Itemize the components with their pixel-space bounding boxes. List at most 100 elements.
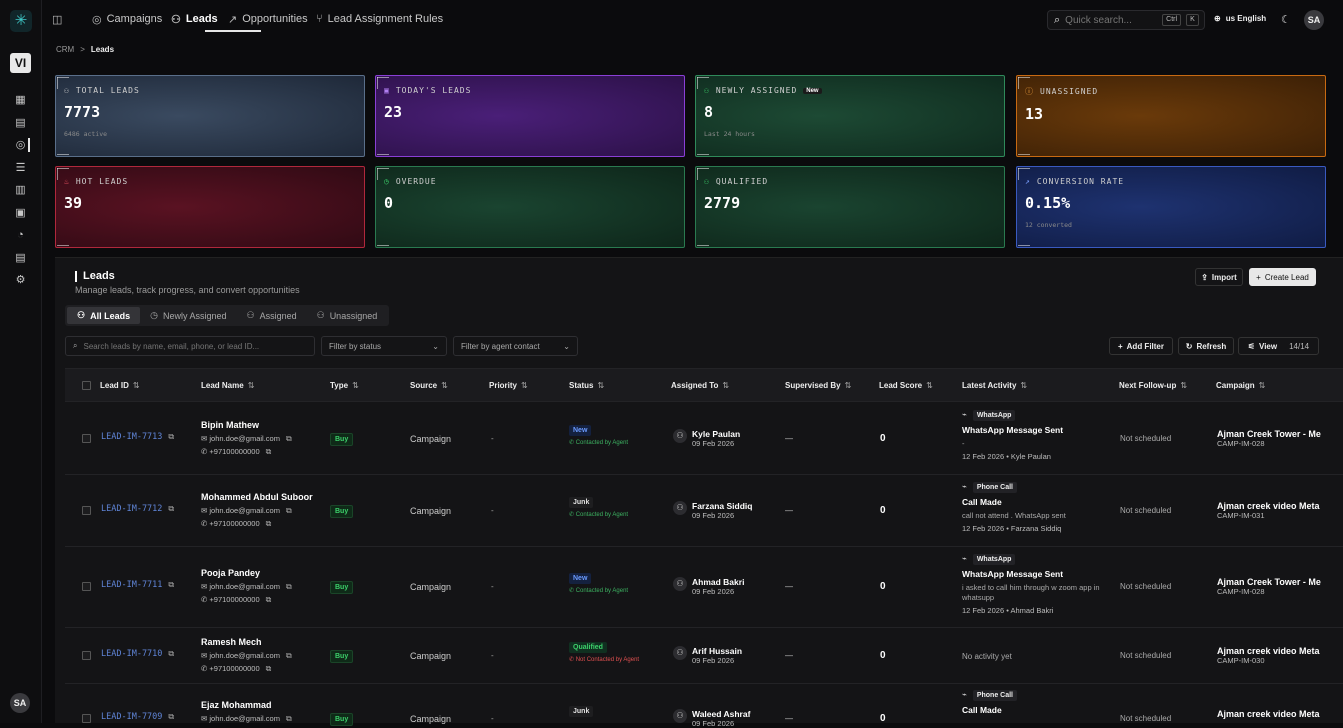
col-campaign[interactable]: Campaign ⇅ bbox=[1216, 381, 1266, 390]
lead-name[interactable]: Ramesh Mech bbox=[201, 637, 262, 647]
calendar-icon[interactable]: ▣ bbox=[15, 207, 26, 219]
copy-icon[interactable]: ⧉ bbox=[265, 595, 272, 604]
document-icon[interactable]: ▥ bbox=[15, 184, 26, 196]
copy-icon[interactable]: ⧉ bbox=[168, 712, 175, 721]
col-lead-score[interactable]: Lead Score ⇅ bbox=[879, 381, 933, 390]
agent-contact-filter-select[interactable]: Filter by agent contact ⌄ bbox=[453, 336, 578, 356]
campaign-name[interactable]: Ajman creek video Meta bbox=[1217, 646, 1320, 656]
col-lead-name[interactable]: Lead Name ⇅ bbox=[201, 381, 255, 390]
stat-card-overdue[interactable]: ◷ OVERDUE 0 bbox=[375, 166, 685, 248]
table-row[interactable]: LEAD-IM-7711 ⧉ Pooja Pandey ✉ john.doe@gm… bbox=[65, 547, 1343, 628]
copy-icon[interactable]: ⧉ bbox=[168, 504, 175, 513]
select-all-checkbox[interactable] bbox=[82, 381, 91, 390]
lead-search[interactable]: ⌕ bbox=[65, 336, 315, 356]
campaign-name[interactable]: Ajman creek video Meta bbox=[1217, 501, 1320, 511]
stat-card-todays-leads[interactable]: ▣ TODAY'S LEADS 23 bbox=[375, 75, 685, 157]
table-row[interactable]: LEAD-IM-7709 ⧉ Ejaz Mohammad ✉ john.doe@g… bbox=[65, 684, 1343, 728]
create-lead-button[interactable]: + Create Lead bbox=[1249, 268, 1316, 286]
row-checkbox[interactable] bbox=[82, 506, 91, 515]
refresh-button[interactable]: ↻ Refresh bbox=[1178, 337, 1234, 355]
tab-leads[interactable]: ⚇ Leads bbox=[171, 8, 218, 30]
table-row[interactable]: LEAD-IM-7713 ⧉ Bipin Mathew ✉ john.doe@gm… bbox=[65, 403, 1343, 475]
lead-name[interactable]: Bipin Mathew bbox=[201, 420, 259, 430]
tab-campaigns[interactable]: ◎ Campaigns bbox=[92, 8, 162, 30]
col-priority[interactable]: Priority ⇅ bbox=[489, 381, 528, 390]
add-filter-button[interactable]: + Add Filter bbox=[1109, 337, 1173, 355]
pie-chart-icon[interactable]: ◔ bbox=[17, 229, 24, 241]
copy-icon[interactable]: ⧉ bbox=[265, 447, 272, 456]
col-source[interactable]: Source ⇅ bbox=[410, 381, 448, 390]
dashboard-icon[interactable]: ▦ bbox=[15, 94, 26, 106]
lead-name[interactable]: Mohammed Abdul Suboor bbox=[201, 492, 313, 502]
stat-card-conversion-rate[interactable]: ↗ CONVERSION RATE 0.15% 12 converted bbox=[1016, 166, 1326, 248]
col-lead-id[interactable]: Lead ID ⇅ bbox=[100, 381, 140, 390]
user-avatar-top[interactable]: SA bbox=[1304, 10, 1324, 30]
database-icon[interactable]: ☰ bbox=[15, 162, 26, 174]
theme-toggle-icon[interactable]: ☾ bbox=[1281, 14, 1291, 26]
breadcrumb-root[interactable]: CRM bbox=[56, 45, 75, 54]
campaign-name[interactable]: Ajman creek video Meta bbox=[1217, 709, 1320, 719]
user-avatar[interactable]: SA bbox=[10, 693, 30, 713]
col-next-follow-up[interactable]: Next Follow-up ⇅ bbox=[1119, 381, 1188, 390]
table-row[interactable]: LEAD-IM-7710 ⧉ Ramesh Mech ✉ john.doe@gma… bbox=[65, 628, 1343, 684]
col-latest-activity[interactable]: Latest Activity ⇅ bbox=[962, 381, 1028, 390]
quick-search-input[interactable] bbox=[1065, 14, 1158, 26]
lead-name[interactable]: Pooja Pandey bbox=[201, 568, 261, 578]
copy-icon[interactable]: ⧉ bbox=[285, 714, 292, 723]
language-selector[interactable]: ⊕ us English bbox=[1214, 14, 1266, 23]
lead-id-link[interactable]: LEAD-IM-7710 bbox=[101, 649, 163, 659]
campaign-name[interactable]: Ajman Creek Tower - Me bbox=[1217, 577, 1321, 587]
import-button[interactable]: ⇪ Import bbox=[1195, 268, 1243, 286]
view-button[interactable]: ⚟ View 14/14 bbox=[1238, 337, 1319, 355]
row-checkbox[interactable] bbox=[82, 651, 91, 660]
lead-id-link[interactable]: LEAD-IM-7709 bbox=[101, 712, 163, 722]
lead-search-input[interactable] bbox=[83, 341, 304, 351]
active-tab-indicator bbox=[205, 30, 261, 32]
segment-all-leads[interactable]: ⚇ All Leads bbox=[67, 307, 141, 324]
table-row[interactable]: LEAD-IM-7712 ⧉ Mohammed Abdul Suboor ✉ jo… bbox=[65, 475, 1343, 547]
copy-icon[interactable]: ⧉ bbox=[168, 580, 175, 589]
tab-lead-assignment-rules[interactable]: ⑂ Lead Assignment Rules bbox=[316, 8, 443, 30]
sidebar-toggle-icon[interactable]: ◫ bbox=[52, 13, 63, 26]
copy-icon[interactable]: ⧉ bbox=[168, 649, 175, 658]
row-checkbox[interactable] bbox=[82, 714, 91, 723]
segment-assigned[interactable]: ⚇ Assigned bbox=[237, 307, 307, 324]
lead-id-link[interactable]: LEAD-IM-7713 bbox=[101, 432, 163, 442]
stat-card-hot-leads[interactable]: ♨ HOT LEADS 39 bbox=[55, 166, 365, 248]
copy-icon[interactable]: ⧉ bbox=[285, 434, 292, 443]
tab-opportunities[interactable]: ↗ Opportunities bbox=[228, 8, 308, 30]
stat-card-newly-assigned[interactable]: ⚇ NEWLY ASSIGNED New 8 Last 24 hours bbox=[695, 75, 1005, 157]
follow-up-text: Not scheduled bbox=[1120, 651, 1172, 660]
copy-icon[interactable]: ⧉ bbox=[168, 432, 175, 441]
agent-avatar: ⚇ bbox=[673, 709, 687, 723]
quick-search[interactable]: ⌕ Ctrl K bbox=[1047, 10, 1205, 30]
campaign-name[interactable]: Ajman Creek Tower - Me bbox=[1217, 429, 1321, 439]
stat-card-unassigned[interactable]: ⓘ UNASSIGNED 13 bbox=[1016, 75, 1326, 157]
stat-card-qualified[interactable]: ⚇ QUALIFIED 2779 bbox=[695, 166, 1005, 248]
col-status[interactable]: Status ⇅ bbox=[569, 381, 605, 390]
col-assigned-to[interactable]: Assigned To ⇅ bbox=[671, 381, 730, 390]
segment-newly-assigned[interactable]: ◷ Newly Assigned bbox=[140, 307, 236, 324]
lead-id-link[interactable]: LEAD-IM-7711 bbox=[101, 580, 163, 590]
workspace-badge[interactable]: VI bbox=[10, 53, 31, 73]
follow-up-text: Not scheduled bbox=[1120, 582, 1172, 591]
copy-icon[interactable]: ⧉ bbox=[285, 651, 292, 660]
settings-icon[interactable]: ⚙ bbox=[15, 274, 26, 286]
copy-icon[interactable]: ⧉ bbox=[285, 506, 292, 515]
contacts-icon[interactable]: ▤ bbox=[15, 117, 26, 129]
copy-icon[interactable]: ⧉ bbox=[265, 519, 272, 528]
segment-unassigned[interactable]: ⚇ Unassigned bbox=[307, 307, 388, 324]
col-type[interactable]: Type ⇅ bbox=[330, 381, 359, 390]
status-filter-select[interactable]: Filter by status ⌄ bbox=[321, 336, 447, 356]
lead-name[interactable]: Ejaz Mohammad bbox=[201, 700, 272, 710]
lead-id-link[interactable]: LEAD-IM-7712 bbox=[101, 504, 163, 514]
copy-icon[interactable]: ⧉ bbox=[265, 664, 272, 673]
report-icon[interactable]: ▤ bbox=[15, 252, 26, 264]
row-checkbox[interactable] bbox=[82, 434, 91, 443]
stat-card-total-leads[interactable]: ⚇ TOTAL LEADS 7773 6486 active bbox=[55, 75, 365, 157]
target-icon[interactable]: ◎ bbox=[15, 139, 26, 151]
col-supervised-by[interactable]: Supervised By ⇅ bbox=[785, 381, 852, 390]
app-logo-icon[interactable]: ✳ bbox=[10, 10, 32, 32]
row-checkbox[interactable] bbox=[82, 582, 91, 591]
copy-icon[interactable]: ⧉ bbox=[285, 582, 292, 591]
